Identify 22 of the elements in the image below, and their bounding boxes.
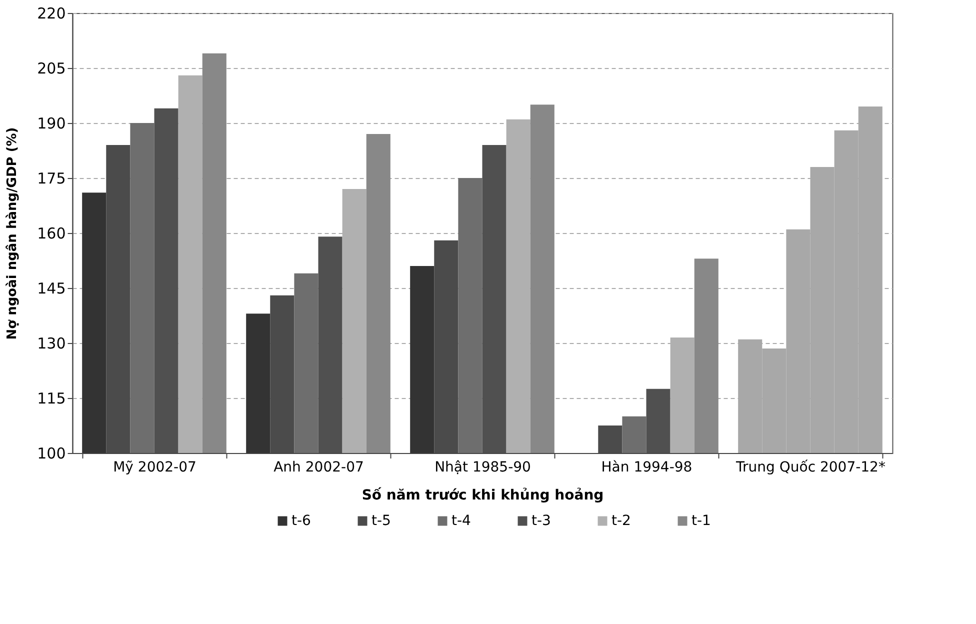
- x-tick-label: Hàn 1994-98: [601, 460, 692, 476]
- y-tick-label: 115: [37, 390, 66, 408]
- legend-label: t-5: [372, 513, 391, 529]
- legend-label: t-1: [692, 513, 711, 529]
- y-tick-label: 220: [37, 4, 66, 22]
- legend-label: t-2: [612, 513, 631, 529]
- x-axis-title: Số năm trước khi khủng hoảng: [362, 486, 604, 504]
- x-tick-label: Mỹ 2002-07: [113, 460, 196, 476]
- y-tick-label: 145: [37, 280, 66, 298]
- x-tick-label: Trung Quốc 2007-12*: [735, 460, 886, 476]
- y-tick-label: 160: [37, 224, 66, 242]
- y-tick-label: 130: [37, 334, 66, 352]
- legend-label: t-4: [452, 513, 472, 529]
- y-tick-label: 100: [37, 444, 66, 462]
- legend-label: t-3: [532, 513, 551, 529]
- x-tick-label: Nhật 1985-90: [434, 460, 531, 476]
- y-tick-label: 205: [37, 60, 66, 78]
- y-tick-label: 175: [37, 170, 66, 188]
- legend-label: t-6: [292, 513, 312, 529]
- x-tick-label: Anh 2002-07: [274, 460, 364, 476]
- y-tick-label: 190: [37, 114, 66, 132]
- y-axis-title: Nợ ngoài ngân hàng/GDP (%): [5, 127, 20, 340]
